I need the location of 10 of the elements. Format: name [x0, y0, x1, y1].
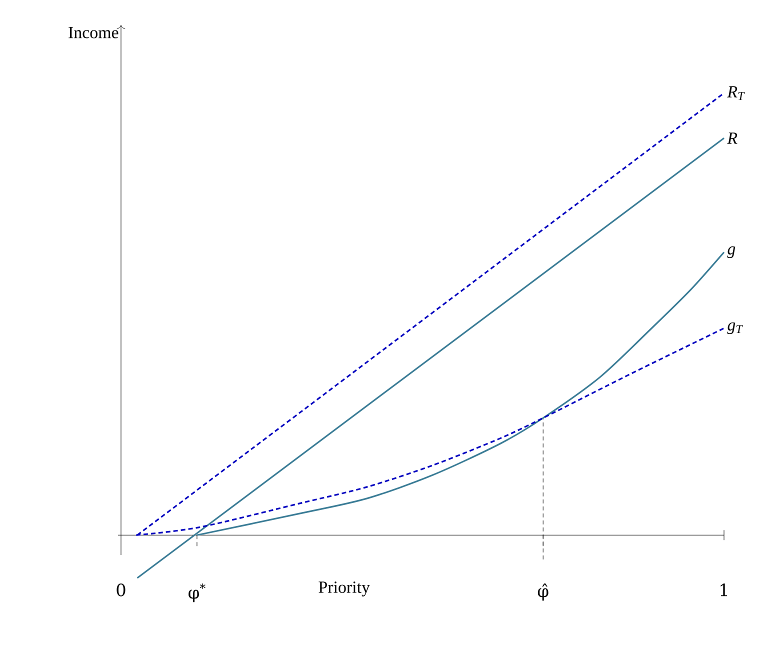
series-label: g$_{T}$ — [727, 322, 743, 334]
x-tick-label: 0 — [116, 584, 126, 596]
x-tick-label: φ̂ — [538, 584, 548, 601]
x-tick-label: φ$^{*}$ — [188, 584, 206, 602]
series-label: R — [727, 132, 738, 144]
x-axis-title: Priority — [318, 582, 370, 596]
series-label: g — [727, 246, 736, 258]
x-tick-label: 1 — [720, 584, 727, 596]
series-label: R$_{T}$ — [727, 86, 745, 100]
y-axis-title: Income — [68, 27, 118, 38]
